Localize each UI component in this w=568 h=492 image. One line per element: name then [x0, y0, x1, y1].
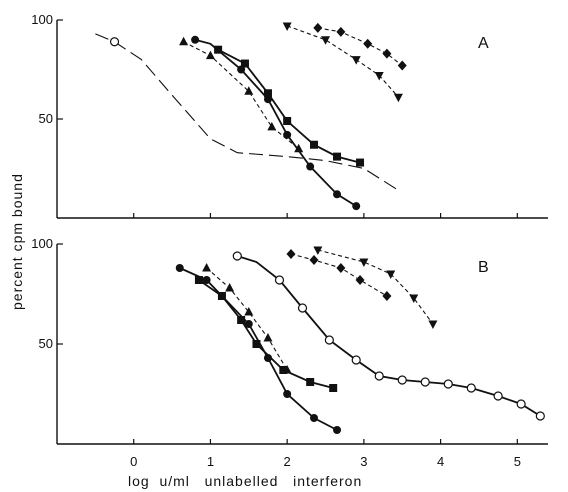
data-point-a-filled-square — [310, 140, 319, 149]
data-point-b-filled-inverted-triangle — [409, 294, 419, 303]
data-point-a-filled-inverted-triangle — [374, 71, 384, 81]
x-tick-label: 0 — [130, 454, 137, 469]
data-point-b-open-circle — [397, 375, 407, 385]
data-point-b-filled-triangle — [225, 283, 235, 292]
y-tick-label-b: 50 — [39, 336, 53, 351]
data-point-a-filled-circle — [191, 35, 200, 44]
series-line-a-filled-triangle — [183, 41, 300, 150]
data-point-b-open-circle — [297, 303, 308, 313]
data-point-a-filled-circle — [352, 202, 361, 211]
data-point-b-filled-diamond — [286, 249, 296, 259]
data-point-b-filled-diamond — [382, 291, 392, 301]
data-point-a-filled-square — [356, 158, 365, 167]
data-point-b-open-circle — [466, 383, 476, 393]
panel-b: 50 100 B — [31, 236, 548, 445]
data-point-a-filled-circle — [333, 190, 342, 199]
data-point-b-open-circle — [274, 275, 285, 285]
data-point-b-filled-triangle — [263, 333, 273, 342]
data-point-b-filled-diamond — [355, 275, 365, 285]
data-point-b-filled-square — [329, 384, 338, 392]
x-tick-label: 3 — [360, 454, 367, 469]
series-line-b-filled-triangle — [206, 267, 288, 371]
data-point-a-filled-circle — [283, 130, 292, 139]
data-point-b-open-circle — [232, 251, 242, 261]
data-point-b-filled-triangle — [244, 307, 254, 316]
data-point-b-open-circle — [443, 379, 453, 389]
data-point-a-filled-diamond — [336, 26, 346, 37]
data-point-a-filled-diamond — [313, 22, 323, 33]
data-point-b-filled-square — [306, 378, 315, 386]
data-point-a-filled-triangle — [294, 143, 304, 153]
panel-a: 50 100 A — [31, 12, 548, 219]
y-tick-label-a: 100 — [31, 12, 53, 27]
data-point-a-filled-square — [333, 152, 342, 161]
data-point-b-filled-square — [279, 366, 288, 374]
x-tick-label: 4 — [437, 454, 444, 469]
data-point-a-filled-square — [214, 45, 223, 54]
data-point-b-filled-circle — [310, 414, 319, 422]
y-axis-label: percent cpm bound — [9, 173, 25, 310]
data-point-b-open-circle — [420, 377, 430, 387]
series-line-a-open-circle — [95, 33, 399, 191]
series-line-a-filled-inverted-triangle — [287, 25, 399, 98]
data-point-a-filled-inverted-triangle — [321, 36, 331, 45]
data-point-a-filled-triangle — [244, 86, 254, 95]
data-point-b-filled-square — [237, 316, 246, 324]
y-tick-label-a: 50 — [39, 111, 53, 126]
x-tick-label: 2 — [284, 454, 291, 469]
data-point-a-filled-triangle — [205, 50, 215, 60]
data-point-b-open-circle — [535, 411, 545, 421]
x-tick-label: 5 — [514, 454, 521, 469]
data-point-a-filled-inverted-triangle — [393, 93, 403, 103]
data-point-b-filled-diamond — [309, 255, 319, 265]
data-point-a-filled-triangle — [179, 36, 189, 46]
data-point-b-open-circle — [516, 399, 526, 409]
data-point-b-filled-inverted-triangle — [386, 270, 396, 279]
data-point-a-filled-diamond — [363, 38, 373, 49]
data-point-b-filled-circle — [175, 264, 184, 272]
data-point-b-filled-square — [194, 276, 203, 284]
data-point-a-filled-triangle — [267, 121, 277, 131]
series-line-b-filled-diamond — [290, 253, 388, 297]
data-point-a-filled-square — [240, 59, 249, 68]
data-point-a-filled-diamond — [382, 48, 392, 59]
series-line-a-filled-diamond — [317, 27, 403, 66]
y-tick-label-b: 100 — [31, 236, 53, 251]
x-axis-tick-labels: 0 1 2 3 4 5 — [130, 454, 521, 469]
data-point-b-open-circle — [324, 335, 334, 345]
data-point-a-filled-square — [263, 89, 272, 98]
data-point-b-filled-circle — [283, 390, 292, 398]
data-point-b-open-circle — [351, 355, 361, 365]
data-point-a-open-circle — [109, 37, 120, 47]
data-point-b-filled-inverted-triangle — [313, 246, 323, 255]
data-point-a-filled-inverted-triangle — [282, 22, 292, 31]
data-point-b-filled-circle — [244, 320, 253, 328]
data-point-a-filled-diamond — [397, 60, 407, 71]
panel-letter-a: A — [478, 35, 489, 52]
data-point-b-filled-circle — [202, 276, 211, 284]
data-point-a-filled-inverted-triangle — [351, 56, 361, 65]
series-line-b-filled-inverted-triangle — [317, 249, 434, 325]
data-point-b-open-circle — [493, 391, 503, 401]
x-tick-label: 1 — [207, 454, 214, 469]
data-point-b-filled-triangle — [282, 365, 292, 374]
data-point-b-filled-square — [252, 340, 261, 348]
panel-letter-b: B — [478, 259, 489, 276]
data-point-b-filled-circle — [333, 426, 342, 434]
series-line-b-filled-circle — [179, 267, 338, 431]
data-point-b-filled-inverted-triangle — [359, 258, 369, 267]
data-point-b-filled-diamond — [336, 263, 346, 273]
data-point-b-filled-triangle — [202, 263, 212, 272]
data-point-a-filled-square — [283, 116, 292, 125]
data-point-b-open-circle — [374, 371, 384, 381]
data-point-a-filled-circle — [306, 162, 315, 171]
series-line-b-open-circle — [237, 255, 541, 417]
data-point-b-filled-square — [217, 292, 226, 300]
x-axis-label: log u/ml unlabelled interferon — [128, 473, 362, 489]
data-point-b-filled-inverted-triangle — [428, 320, 438, 329]
series-line-a-filled-circle — [194, 38, 357, 207]
